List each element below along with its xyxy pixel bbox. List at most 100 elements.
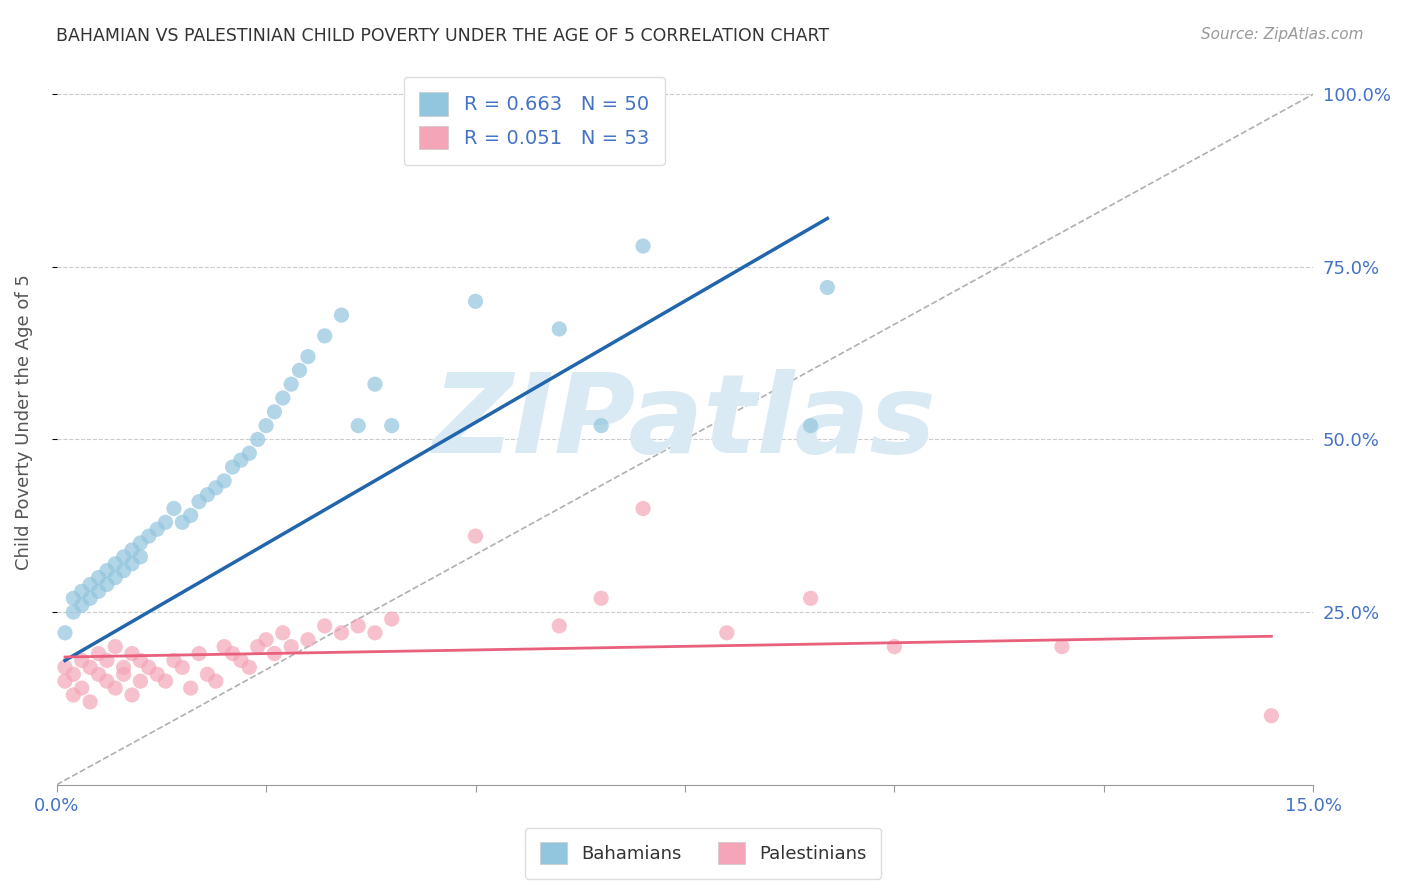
Text: ZIPatlas: ZIPatlas — [433, 368, 936, 475]
Point — [146, 667, 169, 681]
Point — [112, 660, 135, 674]
Point — [70, 584, 93, 599]
Point — [364, 377, 387, 392]
Point — [129, 549, 152, 564]
Point — [112, 667, 135, 681]
Point — [53, 674, 76, 689]
Point — [288, 363, 311, 377]
Point — [280, 377, 302, 392]
Point — [591, 591, 613, 606]
Point — [146, 522, 169, 536]
Point — [96, 564, 118, 578]
Point — [347, 418, 370, 433]
Point — [96, 674, 118, 689]
Point — [297, 350, 319, 364]
Point — [204, 674, 226, 689]
Point — [172, 660, 194, 674]
Point — [330, 308, 353, 322]
Point — [297, 632, 319, 647]
Point — [112, 564, 135, 578]
Point — [381, 612, 404, 626]
Point — [121, 557, 143, 571]
Point — [155, 516, 177, 530]
Point — [70, 681, 93, 695]
Point — [79, 577, 101, 591]
Point — [800, 591, 823, 606]
Point — [883, 640, 905, 654]
Point — [464, 294, 486, 309]
Point — [129, 653, 152, 667]
Point — [79, 660, 101, 674]
Point — [121, 543, 143, 558]
Point — [188, 647, 211, 661]
Point — [129, 536, 152, 550]
Point — [254, 418, 277, 433]
Point — [87, 584, 110, 599]
Point — [104, 557, 127, 571]
Legend: Bahamians, Palestinians: Bahamians, Palestinians — [524, 828, 882, 879]
Point — [212, 474, 235, 488]
Point — [163, 653, 186, 667]
Point — [138, 529, 160, 543]
Point — [238, 660, 260, 674]
Point — [62, 667, 84, 681]
Point — [204, 481, 226, 495]
Point — [314, 329, 336, 343]
Point — [347, 619, 370, 633]
Point — [815, 280, 838, 294]
Point — [121, 688, 143, 702]
Point — [238, 446, 260, 460]
Point — [96, 577, 118, 591]
Point — [104, 681, 127, 695]
Point — [263, 647, 285, 661]
Point — [221, 647, 243, 661]
Point — [104, 570, 127, 584]
Y-axis label: Child Poverty Under the Age of 5: Child Poverty Under the Age of 5 — [15, 274, 32, 570]
Point — [1050, 640, 1073, 654]
Point — [87, 667, 110, 681]
Point — [631, 239, 654, 253]
Point — [548, 322, 571, 336]
Point — [254, 632, 277, 647]
Point — [188, 494, 211, 508]
Point — [716, 625, 738, 640]
Point — [121, 647, 143, 661]
Point — [197, 667, 219, 681]
Point — [70, 653, 93, 667]
Point — [70, 598, 93, 612]
Point — [330, 625, 353, 640]
Point — [62, 688, 84, 702]
Point — [548, 619, 571, 633]
Point — [271, 391, 294, 405]
Point — [180, 681, 202, 695]
Point — [62, 591, 84, 606]
Point — [1260, 708, 1282, 723]
Point — [221, 460, 243, 475]
Point — [271, 625, 294, 640]
Point — [800, 418, 823, 433]
Point — [163, 501, 186, 516]
Point — [53, 625, 76, 640]
Point — [129, 674, 152, 689]
Legend: R = 0.663   N = 50, R = 0.051   N = 53: R = 0.663 N = 50, R = 0.051 N = 53 — [404, 77, 665, 165]
Point — [631, 501, 654, 516]
Point — [229, 453, 252, 467]
Point — [591, 418, 613, 433]
Point — [87, 647, 110, 661]
Point — [246, 433, 269, 447]
Point — [364, 625, 387, 640]
Point — [246, 640, 269, 654]
Point — [155, 674, 177, 689]
Point — [229, 653, 252, 667]
Point — [464, 529, 486, 543]
Text: Source: ZipAtlas.com: Source: ZipAtlas.com — [1201, 27, 1364, 42]
Point — [172, 516, 194, 530]
Point — [280, 640, 302, 654]
Point — [87, 570, 110, 584]
Point — [96, 653, 118, 667]
Point — [381, 418, 404, 433]
Point — [263, 405, 285, 419]
Point — [62, 605, 84, 619]
Point — [53, 660, 76, 674]
Point — [138, 660, 160, 674]
